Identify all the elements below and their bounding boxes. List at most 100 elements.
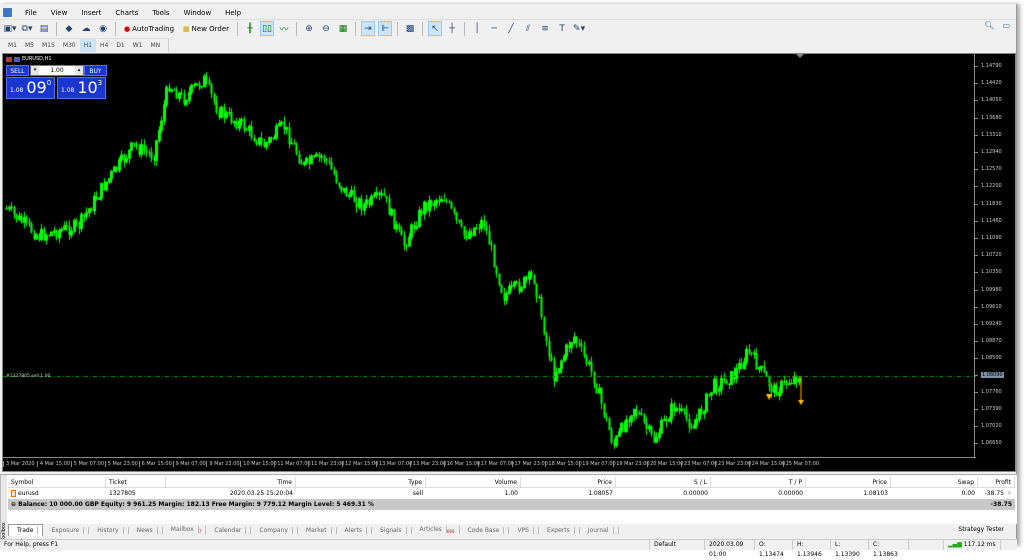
candlestick-chart[interactable] [3, 54, 976, 458]
status-high: H: 1.13946 [793, 540, 831, 558]
profile-name[interactable]: Default [650, 540, 705, 550]
tab-articles[interactable]: Articles 669 [412, 525, 460, 535]
signals-icon[interactable]: ◉ [99, 23, 107, 34]
timeframe-h4[interactable]: H4 [99, 42, 109, 49]
tab-trade[interactable]: Trade [8, 524, 44, 536]
new-chart-icon[interactable]: ▣▾ [3, 23, 17, 34]
price-label: 1.13680 [975, 114, 1002, 121]
table-cell: 2020.03.25 15:20:04 [166, 490, 296, 497]
profiles-icon[interactable]: ⧉▾ [21, 23, 33, 34]
table-row[interactable]: eurusd 1327805 2020.03.25 15:20:04 sell 1.00… [8, 488, 1015, 499]
timeframe-mn[interactable]: MN [150, 42, 161, 49]
tab-experts[interactable]: Experts [539, 526, 580, 534]
terminal-icon[interactable]: ☁ [81, 23, 91, 34]
column-header[interactable]: Ticket [106, 477, 166, 487]
timeframe-m30[interactable]: M30 [62, 42, 76, 49]
increase-lot-icon[interactable]: ▴ [74, 66, 83, 75]
table-cell: sell [296, 490, 426, 497]
table-cell: eurusd [8, 490, 106, 497]
tab-news[interactable]: News [129, 526, 163, 534]
candlestick-icon[interactable]: ▯▯ [260, 21, 275, 36]
crosshair-icon[interactable]: ┼ [449, 23, 455, 34]
market-watch-icon[interactable]: ▤ [39, 23, 49, 34]
column-header[interactable]: Time [166, 477, 296, 487]
vertical-line-icon[interactable]: │ [474, 23, 480, 34]
text-icon[interactable]: T [559, 23, 565, 34]
chart-shift-icon[interactable]: ⊩ [378, 21, 393, 36]
column-header[interactable]: Symbol [8, 477, 106, 487]
menu-insert[interactable]: Insert [81, 8, 102, 17]
channel-icon[interactable]: ⫽ [526, 23, 531, 34]
column-header[interactable]: Price [521, 477, 616, 487]
arrows-icon[interactable]: ✎▾ [573, 23, 586, 34]
menu-file[interactable]: File [25, 8, 37, 17]
cursor-icon[interactable]: ↖ [428, 21, 443, 36]
zoom-in-icon[interactable]: ⊕ [305, 23, 313, 34]
time-axis[interactable]: 3 Mar 2020 4 Mar 15:00 5 Mar 07:00 5 Mar 23… [3, 457, 976, 471]
chart-window[interactable]: EURUSD,H1 SELL ▾ 1.00 ▴ BUY 1.08 09 0 1.08 10… [2, 53, 1016, 472]
tab-market[interactable]: Market [298, 526, 337, 534]
column-header[interactable]: Type [296, 477, 426, 487]
column-header[interactable]: Swap [891, 477, 978, 487]
navigator-icon[interactable]: ◆ [65, 23, 73, 34]
indicators-icon[interactable]: ▩ [405, 23, 415, 34]
timeframe-w1[interactable]: W1 [132, 42, 143, 49]
column-header[interactable]: Profit [978, 477, 1015, 487]
timeframe-m5[interactable]: M5 [25, 42, 34, 49]
connection-status[interactable]: ▂▄▆ 117.12 ms [944, 540, 1001, 550]
strategy-tester-button[interactable]: Strategy Tester [958, 526, 1004, 533]
buy-price[interactable]: 1.08 10 3 [57, 77, 106, 99]
new-order-button[interactable]: ▦ New Order [183, 24, 230, 33]
column-header[interactable]: T / P [711, 477, 806, 487]
chat-icon[interactable]: ▭ [1002, 21, 1010, 30]
tab-code-base[interactable]: Code Base [460, 526, 510, 534]
bar-chart-icon[interactable]: ╫ [247, 23, 253, 34]
collapse-icon[interactable]: ⊖ [11, 501, 19, 508]
fibonacci-icon[interactable]: ≡ [541, 23, 549, 34]
time-label: 5 Mar 07:00 [70, 461, 104, 467]
tab-signals[interactable]: Signals [372, 526, 412, 534]
tab-vps[interactable]: VPS [509, 526, 539, 534]
buy-button[interactable]: BUY [84, 65, 107, 76]
decrease-lot-icon[interactable]: ▾ [31, 66, 39, 75]
timeframe-d1[interactable]: D1 [116, 42, 125, 49]
time-label: 25 Mar 07:00 [782, 461, 819, 467]
timeframe-m15[interactable]: M15 [42, 42, 55, 49]
toolbox-label[interactable]: Toolbox [0, 475, 7, 541]
tab-history[interactable]: History [89, 526, 129, 534]
column-header[interactable]: Volume [426, 477, 521, 487]
close-order-icon[interactable]: × [1006, 490, 1012, 497]
tab-calendar[interactable]: Calendar [206, 526, 252, 534]
price-axis[interactable]: 1.14790 1.14420 1.14050 1.13680 1.13310 1.129… [974, 54, 1015, 458]
zoom-out-icon[interactable]: ⊖ [322, 23, 330, 34]
menu-window[interactable]: Window [183, 8, 212, 17]
horizontal-line-icon[interactable]: ─ [491, 23, 497, 34]
menu-view[interactable]: View [50, 8, 68, 17]
menu-help[interactable]: Help [225, 8, 242, 17]
price-label: 1.09980 [975, 286, 1002, 293]
timeframe-h1[interactable]: H1 [79, 39, 96, 52]
search-icon[interactable]: 🔍︎ [984, 21, 995, 30]
sell-price[interactable]: 1.08 09 0 [6, 77, 55, 99]
auto-scroll-icon[interactable]: ⇥ [361, 21, 376, 36]
one-click-trading-panel: SELL ▾ 1.00 ▴ BUY 1.08 09 0 1.08 10 3 [6, 65, 107, 99]
tab-company[interactable]: Company [251, 526, 298, 534]
menu-charts[interactable]: Charts [115, 8, 139, 17]
autotrading-button[interactable]: ● AutoTrading [124, 24, 175, 33]
app-icon [3, 8, 12, 17]
tab-mailbox[interactable]: Mailbox 7 [163, 525, 207, 535]
tile-windows-icon[interactable]: ▦ [338, 23, 348, 34]
price-label: 1.11460 [975, 217, 1002, 224]
sell-button[interactable]: SELL [6, 65, 29, 76]
tab-journal[interactable]: Journal [580, 526, 619, 534]
menu-tools[interactable]: Tools [152, 8, 170, 17]
order-line-label[interactable]: #1327805 sell 1.00 [6, 374, 51, 379]
column-header[interactable]: Price [806, 477, 891, 487]
column-header[interactable]: S / L [616, 477, 711, 487]
timeframe-m1[interactable]: M1 [8, 42, 17, 49]
tab-exposure[interactable]: Exposure [43, 526, 90, 534]
line-chart-icon[interactable]: 〰 [279, 25, 289, 35]
lot-size-input[interactable]: ▾ 1.00 ▴ [30, 65, 84, 76]
tab-alerts[interactable]: Alerts [337, 526, 372, 534]
trendline-icon[interactable]: ╱ [508, 23, 514, 34]
